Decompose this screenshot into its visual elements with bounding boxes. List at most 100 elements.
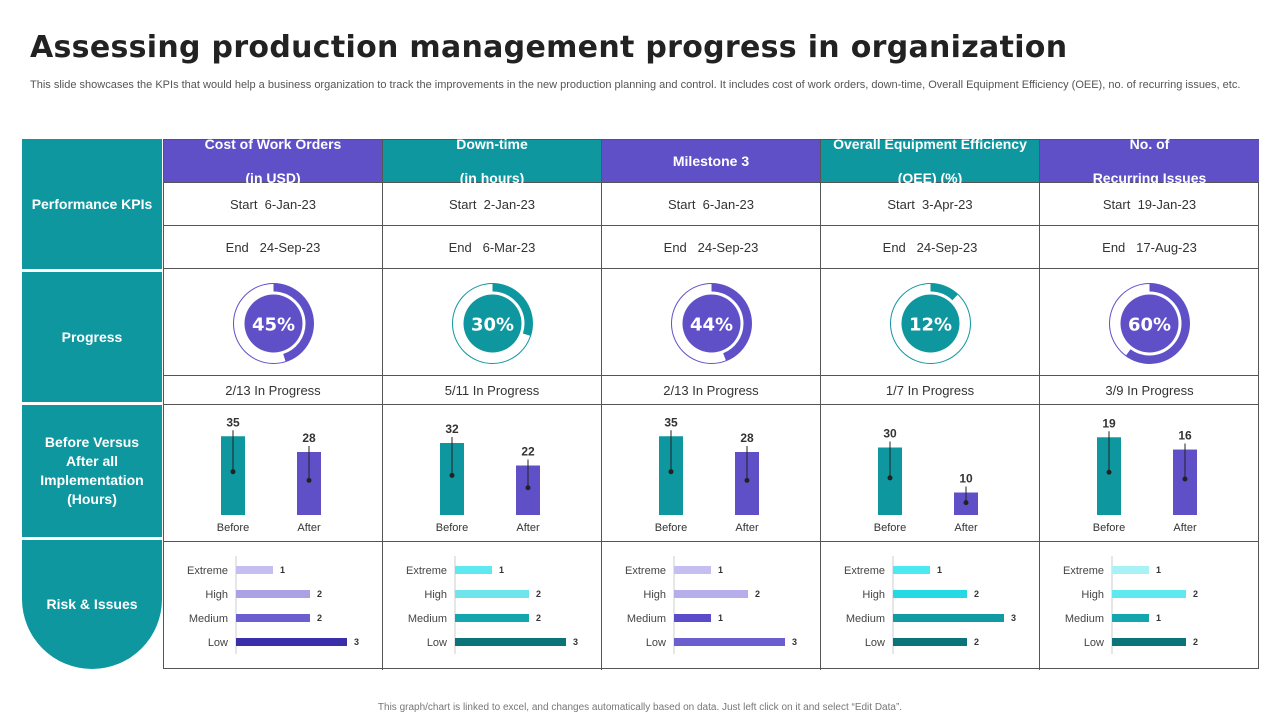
risk-value-label: 2 <box>974 589 979 599</box>
bar-marker-dot <box>306 477 312 483</box>
row-label-progress: Progress <box>22 272 162 402</box>
before-after-chart: 35 Before 28 After <box>217 415 321 534</box>
donut-progress-arc <box>452 283 533 364</box>
risk-category-label: Medium <box>846 613 885 625</box>
risk-bar-high <box>1112 590 1186 598</box>
end-date: End 24-Sep-23 <box>602 226 821 269</box>
progress-donut: 12% <box>890 283 971 364</box>
risk-issues-cell: Extreme 1 High 2 Medium 1 Low 2 <box>1040 542 1259 670</box>
before-after-cell: 35 Before 28 After <box>602 405 821 542</box>
bar-value-label: 30 <box>883 427 897 441</box>
risk-value-label: 1 <box>280 565 285 575</box>
risk-value-label: 2 <box>536 589 541 599</box>
column-header-line2: (in USD) <box>245 169 301 186</box>
row-label-before-after: Before Versus After all Implementation (… <box>22 405 162 537</box>
risk-category-label: Medium <box>189 613 228 625</box>
before-after-chart: 30 Before 10 After <box>874 427 978 534</box>
bar-marker-dot <box>744 477 750 483</box>
risk-bar-high <box>236 590 310 598</box>
end-date: End 24-Sep-23 <box>821 226 1040 269</box>
risk-category-label: High <box>1081 589 1104 601</box>
bar-value-label: 16 <box>1178 429 1192 443</box>
donut-progress-arc <box>233 283 314 364</box>
column-header-line1: Overall Equipment Efficiency <box>833 135 1027 152</box>
risk-value-label: 2 <box>317 589 322 599</box>
risk-bar-extreme <box>674 566 711 574</box>
risk-bar-low <box>1112 638 1186 646</box>
progress-donut: 30% <box>452 283 533 364</box>
bar-marker-dot <box>449 472 455 478</box>
before-after-chart: 19 Before 16 After <box>1093 416 1197 534</box>
end-date: End 6-Mar-23 <box>383 226 602 269</box>
donut-center <box>682 294 741 353</box>
risk-value-label: 2 <box>1193 637 1198 647</box>
bar-marker-dot <box>525 485 531 491</box>
bar-category-label: After <box>1173 522 1197 534</box>
before-after-cell: 32 Before 22 After <box>383 405 602 542</box>
risk-bar-medium <box>236 614 310 622</box>
risk-value-label: 2 <box>317 613 322 623</box>
progress-text: 2/13 In Progress <box>602 376 821 405</box>
risk-issues-cell: Extreme 1 High 2 Medium 2 Low 3 <box>383 542 602 670</box>
risk-bar-medium <box>674 614 711 622</box>
before-after-chart: 32 Before 22 After <box>436 422 540 534</box>
risk-issues-chart: Extreme 1 High 2 Medium 1 Low 2 <box>1063 556 1198 654</box>
donut-center <box>463 294 522 353</box>
risk-category-label: Low <box>427 637 447 649</box>
risk-category-label: Low <box>1084 637 1104 649</box>
risk-category-label: Extreme <box>187 565 228 577</box>
risk-bar-low <box>893 638 967 646</box>
risk-value-label: 2 <box>974 637 979 647</box>
risk-value-label: 1 <box>937 565 942 575</box>
start-date: Start 6-Jan-23 <box>164 183 383 226</box>
risk-bar-extreme <box>455 566 492 574</box>
risk-bar-extreme <box>1112 566 1149 574</box>
donut-value-label: 60% <box>1128 315 1171 336</box>
risk-issues-chart: Extreme 1 High 2 Medium 2 Low 3 <box>406 556 578 654</box>
column-header-line1: Milestone 3 <box>672 152 750 169</box>
column-header: No. of Recurring Issues <box>1040 136 1259 186</box>
risk-value-label: 1 <box>718 565 723 575</box>
column-header-line1: Down-time <box>456 135 528 152</box>
risk-value-label: 1 <box>718 613 723 623</box>
risk-category-label: Extreme <box>844 565 885 577</box>
progress-text: 1/7 In Progress <box>821 376 1040 405</box>
bar-category-label: Before <box>655 522 687 534</box>
page-title: Assessing production management progress… <box>30 30 1068 65</box>
risk-category-label: Extreme <box>1063 565 1104 577</box>
bar-marker-dot <box>1106 469 1112 475</box>
risk-bar-high <box>893 590 967 598</box>
before-after-cell: 30 Before 10 After <box>821 405 1040 542</box>
bar-marker-dot <box>668 469 674 475</box>
risk-value-label: 3 <box>354 637 359 647</box>
risk-value-label: 1 <box>1156 565 1161 575</box>
risk-category-label: Medium <box>627 613 666 625</box>
donut-value-label: 45% <box>252 315 295 336</box>
column-header: Down-time (in hours) <box>383 136 602 186</box>
risk-value-label: 1 <box>1156 613 1161 623</box>
bar-category-label: After <box>297 522 321 534</box>
risk-value-label: 2 <box>536 613 541 623</box>
risk-bar-low <box>455 638 566 646</box>
kpi-grid: Cost of Work Orders (in USD) Start 6-Jan-2… <box>163 135 1259 670</box>
bar-marker-dot <box>887 475 893 481</box>
risk-category-label: High <box>862 589 885 601</box>
column-header-line2: (in hours) <box>459 169 525 186</box>
risk-bar-low <box>674 638 785 646</box>
risk-value-label: 2 <box>755 589 760 599</box>
bar-category-label: Before <box>874 522 906 534</box>
donut-value-label: 30% <box>471 315 514 336</box>
progress-donut: 60% <box>1109 283 1190 364</box>
bar-value-label: 35 <box>664 415 678 429</box>
risk-category-label: Medium <box>1065 613 1104 625</box>
column-header: Milestone 3 <box>602 140 821 183</box>
column-header-line1: Cost of Work Orders <box>204 135 342 152</box>
page-subtitle: This slide showcases the KPIs that would… <box>30 79 1241 91</box>
risk-issues-chart: Extreme 1 High 2 Medium 1 Low 3 <box>625 556 797 654</box>
progress-text: 5/11 In Progress <box>383 376 602 405</box>
risk-bar-medium <box>455 614 529 622</box>
bar-value-label: 28 <box>302 431 316 445</box>
column-header-line2: Recurring Issues <box>1092 169 1207 186</box>
bar-category-label: Before <box>217 522 249 534</box>
risk-bar-extreme <box>893 566 930 574</box>
